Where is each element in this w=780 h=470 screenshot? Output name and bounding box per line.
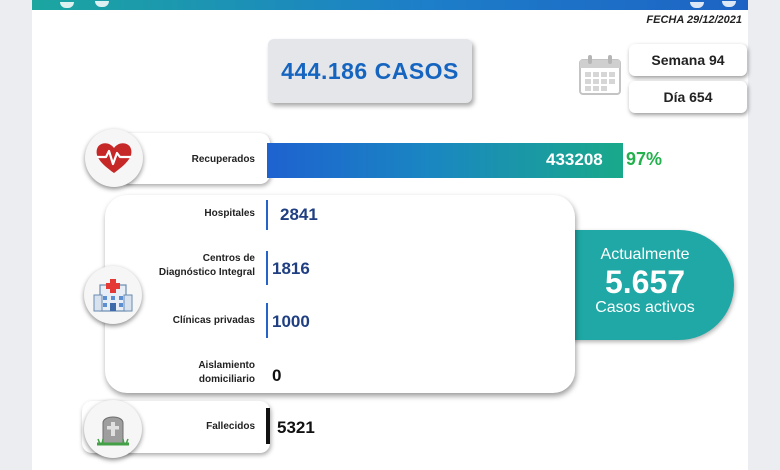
clinicas-marker	[266, 303, 268, 338]
deceased-marker	[266, 408, 270, 444]
recovered-value: 433208	[546, 150, 603, 169]
recovered-icon-circle	[85, 129, 143, 187]
aislamiento-value: 0	[272, 366, 282, 385]
recovered-label: Recuperados	[191, 154, 255, 165]
aislamiento-label: Aislamiento domiciliario	[150, 359, 255, 387]
total-cases-box: 444.186 CASOS	[268, 39, 472, 103]
clinicas-value: 1000	[272, 312, 310, 331]
total-cases-label: 444.186 CASOS	[281, 57, 459, 84]
banner-decoration	[722, 1, 736, 7]
day-badge: Día 654	[629, 81, 747, 113]
hospitalization-panel	[105, 195, 575, 393]
deceased-label: Fallecidos	[206, 421, 255, 432]
deceased-icon-circle	[84, 400, 142, 458]
calendar-icon	[578, 54, 622, 96]
active-cases-box	[572, 230, 734, 340]
hospital-icon-circle	[84, 266, 142, 324]
week-badge: Semana 94	[629, 44, 747, 76]
hospitales-label: Hospitales	[204, 208, 255, 219]
left-margin	[0, 0, 32, 470]
cdi-marker	[266, 251, 268, 285]
recovered-percent: 97%	[626, 149, 663, 169]
active-cases-caption: Actualmente	[600, 246, 690, 263]
banner-decoration	[95, 1, 109, 7]
active-cases-subtitle: Casos activos	[595, 299, 695, 316]
recovered-bar	[267, 143, 623, 178]
aislamiento-label-line1: Aislamiento	[198, 360, 255, 371]
clinicas-label: Clínicas privadas	[172, 315, 255, 326]
top-banner-strip	[32, 0, 748, 10]
banner-decoration	[60, 2, 74, 8]
heart-pulse-icon	[96, 143, 132, 173]
banner-decoration	[690, 2, 704, 8]
hospitales-value: 2841	[280, 205, 318, 224]
deceased-value: 5321	[277, 418, 315, 437]
cdi-label-line1: Centros de	[202, 253, 255, 264]
cdi-value: 1816	[272, 259, 310, 278]
recovered-panel	[120, 133, 270, 184]
active-cases-value: 5.657	[604, 264, 686, 300]
right-margin	[748, 0, 780, 470]
cdi-label: Centros de Diagnóstico Integral	[140, 252, 255, 280]
cdi-label-line2: Diagnóstico Integral	[158, 267, 255, 278]
hospitales-marker	[266, 200, 268, 230]
gravestone-icon	[97, 416, 129, 446]
aislamiento-label-line2: domiciliario	[198, 374, 255, 385]
report-date: FECHA 29/12/2021	[646, 14, 742, 26]
hospital-icon	[93, 279, 133, 312]
